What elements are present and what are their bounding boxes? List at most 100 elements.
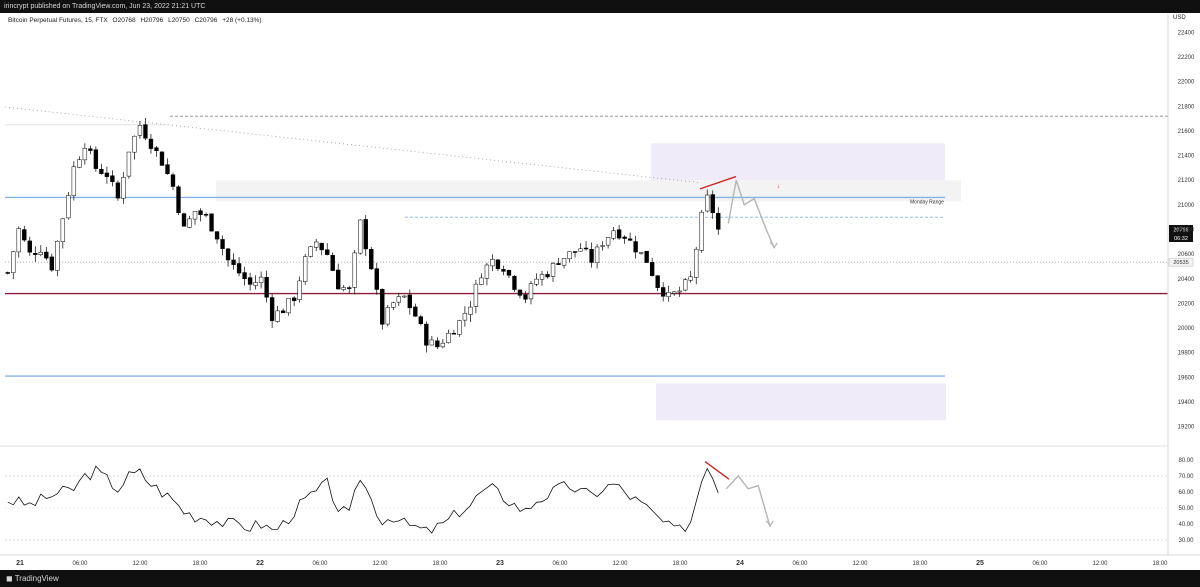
candle-body (490, 258, 495, 267)
candle-body (154, 147, 159, 152)
candle-body (225, 248, 231, 261)
time-tick-label: 23 (496, 560, 504, 567)
chart-canvas[interactable]: Monday Range 30.00 40.00 50.00 60.00 70.00 80… (0, 0, 1200, 570)
candle-body (644, 250, 649, 263)
candle-body (170, 174, 176, 187)
candle-body (539, 274, 545, 280)
candle-body (402, 295, 407, 298)
candle-body (363, 219, 368, 250)
candle-body (688, 276, 693, 281)
rsi-tick-label: 30.00 (1178, 538, 1194, 544)
time-tick-label: 18:00 (1152, 561, 1168, 567)
candle-body (247, 277, 253, 285)
candle-body (16, 228, 21, 253)
candle-body (253, 282, 258, 286)
candle-body (27, 240, 32, 253)
candle-body (165, 164, 170, 174)
candle-body (424, 323, 429, 346)
candle-body (148, 138, 154, 149)
candle-body (556, 263, 561, 265)
candle-body (638, 252, 644, 254)
candle-body (49, 256, 54, 271)
candle-body (264, 276, 269, 298)
time-tick-label: 18:00 (192, 561, 208, 567)
candle-body (512, 275, 517, 290)
candle-body (336, 269, 341, 290)
rsi-projection-path (725, 474, 771, 528)
candle-body (385, 307, 390, 325)
candle-body (666, 291, 671, 298)
candle-body (60, 218, 66, 242)
symbol-legend: Bitcoin Perpetual Futures, 15, FTX O2076… (8, 17, 265, 24)
candle-body (88, 148, 93, 151)
candle-body (38, 251, 43, 256)
price-tick-label: 22400 (1178, 30, 1195, 36)
candle-body (501, 269, 506, 272)
candle-body (446, 332, 451, 344)
price-tick-label: 19200 (1178, 425, 1195, 431)
candle-body (143, 124, 148, 139)
candle-body (655, 275, 660, 288)
tradingview-logo[interactable]: ◼ TradingView (6, 570, 59, 587)
candle-body (506, 270, 512, 276)
candle-body (380, 289, 385, 325)
time-tick-label: 22 (256, 560, 264, 567)
rsi-tick-label: 60.00 (1178, 490, 1194, 496)
time-tick-label: 12:00 (852, 561, 868, 567)
candle-body (413, 306, 418, 317)
candle-body (220, 239, 225, 249)
candle-body (99, 169, 104, 174)
projection-arrowhead (769, 241, 778, 249)
candle-body (22, 229, 27, 241)
candle-body (435, 340, 440, 348)
candle-body (391, 302, 396, 308)
annotations-layer: ↓ 20796 06:32 20535 (699, 175, 1194, 267)
rsi-tick-label: 40.00 (1178, 522, 1194, 528)
candle-body (314, 241, 319, 248)
candle-body (699, 211, 704, 251)
candle-body (583, 247, 589, 250)
price-tick-label: 22200 (1178, 55, 1195, 61)
symbol-title: Bitcoin Perpetual Futures, 15, FTX (8, 17, 108, 24)
candle-body (302, 256, 308, 282)
candle-body (121, 176, 126, 199)
candle-body (286, 298, 291, 314)
candle-body (523, 294, 528, 300)
candle-body (369, 249, 374, 270)
candle-body (407, 294, 412, 309)
time-tick-label: 12:00 (1092, 561, 1108, 567)
rsi-layer: 30.00 40.00 50.00 60.00 70.00 80.00 (5, 458, 1194, 544)
candle-body (308, 246, 313, 257)
candle-body (44, 251, 49, 259)
candle-body (517, 289, 523, 296)
candle-body (396, 296, 401, 303)
zones-layer (216, 143, 961, 421)
candle-body (479, 277, 484, 285)
candle-body (627, 238, 633, 241)
candle-body (622, 236, 627, 239)
candle-body (77, 159, 82, 168)
candle-body (192, 211, 198, 220)
close-value: C20796 (194, 17, 218, 24)
price-tick-label: 21200 (1178, 178, 1195, 184)
time-tick-label: 18:00 (432, 561, 448, 567)
price-tick-label: 21600 (1178, 129, 1195, 135)
brand-label: TradingView (14, 574, 59, 583)
trend-dotted-line (4, 106, 701, 184)
candle-body (110, 175, 115, 182)
secondary-price-label: 20535 (1173, 260, 1188, 266)
candle-body (528, 283, 534, 300)
candle-body (495, 259, 501, 270)
candle-body (231, 259, 236, 265)
candle-body (374, 268, 379, 290)
footer-bar: ◼ TradingView (0, 570, 1200, 587)
candle-body (616, 229, 622, 239)
price-tick-label: 19600 (1178, 375, 1195, 381)
countdown-label: 06:32 (1174, 236, 1188, 242)
time-tick-label: 06:00 (792, 561, 808, 567)
candle-body (325, 249, 330, 255)
high-value: H20796 (140, 17, 164, 24)
price-tick-label: 22000 (1178, 80, 1195, 86)
candle-body (291, 297, 297, 301)
